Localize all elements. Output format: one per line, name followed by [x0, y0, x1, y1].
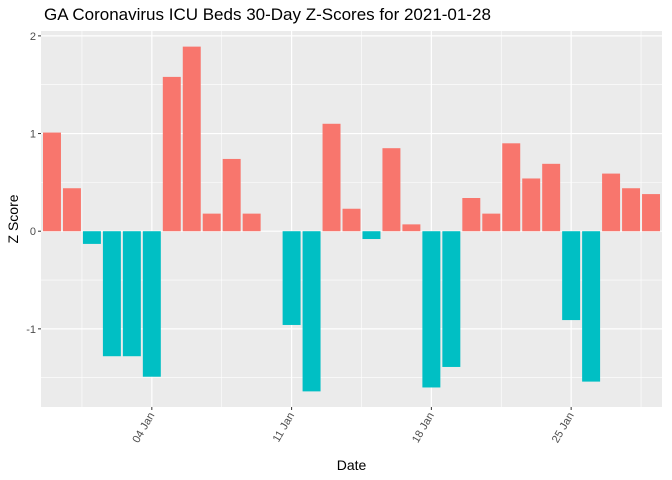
bar [422, 231, 441, 388]
bar [182, 46, 201, 232]
y-axis-title: Z Score [5, 194, 21, 243]
bar [322, 123, 341, 232]
bar [622, 188, 641, 232]
y-tick-label: -1 [26, 324, 36, 336]
bar [442, 231, 461, 367]
bar [502, 143, 521, 232]
bar [382, 148, 401, 232]
y-tick-label: 1 [30, 129, 36, 141]
x-tick-label: 18 Jan [410, 411, 437, 446]
bar [142, 231, 161, 377]
bar [482, 213, 501, 232]
bar [542, 163, 561, 232]
x-axis-title: Date [337, 457, 367, 473]
bar [42, 132, 61, 232]
x-tick-label: 11 Jan [271, 411, 298, 445]
bar [602, 173, 621, 232]
bar [282, 231, 301, 325]
x-axis: 04 Jan 11 Jan 18 Jan 25 Jan [131, 407, 577, 445]
bar [642, 194, 661, 232]
bar [122, 231, 141, 357]
bar [82, 231, 101, 244]
bars [42, 46, 661, 392]
y-tick-label: 2 [30, 31, 36, 43]
bar [582, 231, 601, 382]
bar [222, 158, 241, 232]
bar [462, 198, 481, 232]
chart-title: GA Coronavirus ICU Beds 30-Day Z-Scores … [44, 5, 491, 24]
y-tick-label: 0 [30, 226, 36, 238]
y-axis: 2 1 0 -1 [26, 31, 41, 336]
bar [102, 231, 121, 357]
bar [522, 178, 541, 232]
bar [562, 231, 581, 321]
bar [62, 188, 81, 232]
x-tick-label: 04 Jan [131, 411, 158, 446]
bar [342, 208, 361, 232]
bar [162, 76, 181, 232]
bar [202, 213, 221, 232]
bar [362, 231, 381, 240]
bar [242, 213, 261, 232]
bar [402, 224, 421, 232]
bar [302, 231, 321, 392]
minor-gridlines [41, 31, 662, 407]
x-tick-label: 25 Jan [550, 411, 577, 446]
